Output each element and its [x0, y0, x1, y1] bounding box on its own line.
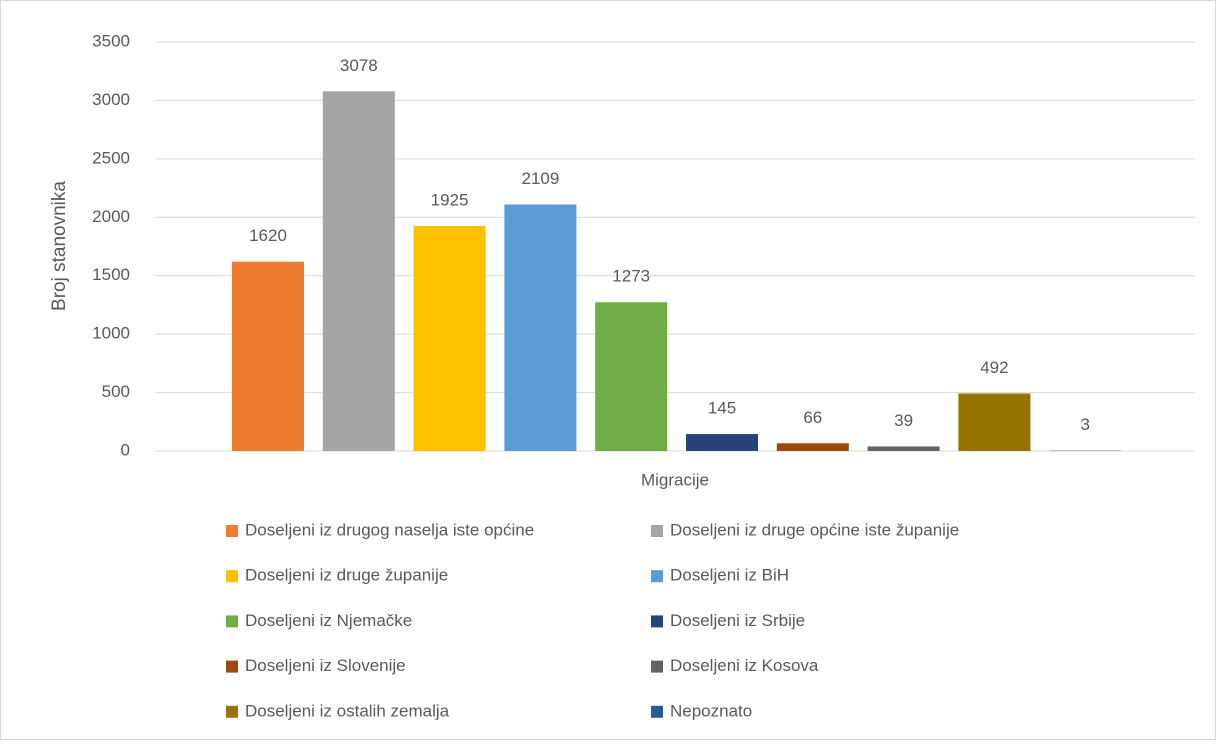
legend-label: Doseljeni iz Kosova	[670, 656, 819, 675]
legend-swatch	[226, 615, 238, 627]
data-label: 1273	[612, 267, 650, 286]
bar	[232, 262, 304, 451]
data-label: 492	[980, 358, 1008, 377]
data-label: 3	[1080, 415, 1089, 434]
legend-swatch	[651, 525, 663, 537]
y-tick-label: 2500	[92, 148, 130, 167]
legend-swatch	[651, 570, 663, 582]
legend-swatch	[226, 706, 238, 718]
legend-swatch	[226, 661, 238, 673]
y-tick-label: 1500	[92, 265, 130, 284]
y-tick-label: 1000	[92, 324, 130, 343]
x-axis-label: Migracije	[641, 470, 709, 489]
data-label: 2109	[521, 169, 559, 188]
legend-label: Doseljeni iz Slovenije	[245, 656, 406, 675]
legend-label: Doseljeni iz drugog naselja iste općine	[245, 520, 534, 539]
bar	[323, 91, 395, 451]
legend-swatch	[651, 615, 663, 627]
data-label: 3078	[340, 56, 378, 75]
bar	[414, 226, 486, 451]
y-tick-label: 500	[102, 382, 130, 401]
legend-label: Nepoznato	[670, 701, 752, 720]
data-label: 1925	[431, 191, 469, 210]
legend-swatch	[226, 570, 238, 582]
data-label: 145	[708, 399, 736, 418]
y-tick-label: 0	[121, 440, 130, 459]
bar	[686, 434, 758, 451]
y-axis-label: Broj stanovnika	[49, 181, 70, 311]
y-tick-label: 3000	[92, 90, 130, 109]
bar	[958, 394, 1030, 451]
y-tick-label: 2000	[92, 207, 130, 226]
legend-label: Doseljeni iz druge županije	[245, 566, 448, 585]
legend-label: Doseljeni iz Njemačke	[245, 611, 412, 630]
data-label: 66	[803, 408, 822, 427]
legend-label: Doseljeni iz Srbije	[670, 611, 805, 630]
bar	[777, 443, 849, 451]
bar	[504, 205, 576, 451]
legend-swatch	[226, 525, 238, 537]
legend-label: Doseljeni iz ostalih zemalja	[245, 701, 450, 720]
legend-label: Doseljeni iz druge općine iste županije	[670, 520, 959, 539]
bar	[868, 446, 940, 451]
data-label: 39	[894, 411, 913, 430]
legend-swatch	[651, 661, 663, 673]
y-tick-label: 3500	[92, 31, 130, 50]
legend-swatch	[651, 706, 663, 718]
legend-label: Doseljeni iz BiH	[670, 566, 789, 585]
bar	[595, 302, 667, 451]
data-label: 1620	[249, 226, 287, 245]
